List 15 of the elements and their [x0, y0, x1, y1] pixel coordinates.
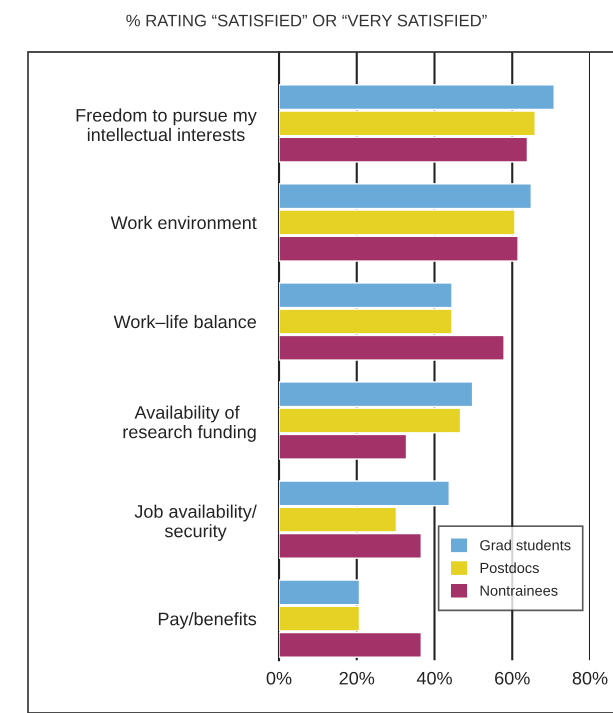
x-tick-label: 20% — [340, 672, 374, 685]
x-tick-label: 0% — [266, 672, 292, 685]
y-tick-label: Availability of research funding — [123, 406, 256, 442]
y-tick-label: Work environment — [110, 216, 257, 230]
chart-title: % RATING “SATISFIED” OR “VERY SATISFIED” — [126, 14, 487, 26]
y-tick-label: Work–life balance — [114, 314, 256, 328]
x-tick-label: 40% — [416, 672, 452, 685]
y-tick-label: Job availability/ security — [134, 504, 257, 541]
y-tick-label: Freedom to pursue my intellectual interests — [76, 108, 257, 142]
y-tick-label: Pay/benefits — [158, 612, 256, 629]
legend-label: Postdocs — [480, 562, 539, 574]
legend-label: Grad students — [480, 540, 571, 550]
legend-label: Nontrainees — [480, 585, 558, 596]
x-tick-label: 80% — [572, 672, 608, 685]
x-tick-label: 60% — [495, 672, 530, 685]
